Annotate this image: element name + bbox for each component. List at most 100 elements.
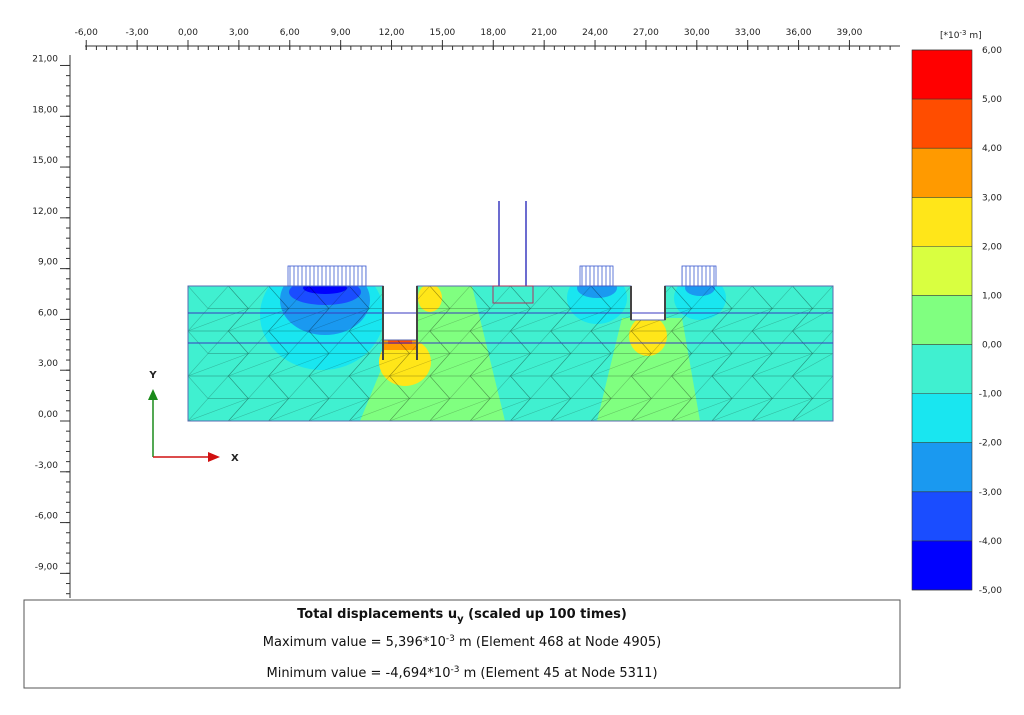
mesh-element [509,330,572,354]
contour-red [388,340,412,344]
unit-exp: -3 [959,29,966,37]
mesh-element [550,286,612,309]
axis-glyph-x: X [231,453,239,464]
legend-label: 4,00 [982,144,1002,154]
contour-blue [685,286,715,296]
y-tick-label: 15,00 [32,156,58,166]
legend-swatch [912,99,972,149]
y-tick-label: -6,00 [35,512,59,522]
y-tick-label: -3,00 [35,461,59,471]
mesh-element [631,353,692,377]
load [579,265,614,287]
mesh-element [429,398,491,421]
x-tick-label: 18,00 [480,28,506,38]
contour-field [188,286,833,421]
x-tick-label: 27,00 [633,28,659,38]
contour-yellow [418,286,442,312]
y-tick-label: 18,00 [32,105,58,115]
mesh-element [590,330,652,354]
legend-label: -3,00 [979,488,1003,498]
legend-swatch [912,540,972,590]
mesh-element [509,375,572,399]
mesh-element [631,398,692,421]
mesh-element [188,375,249,399]
mesh-element [188,330,249,354]
mesh-element [510,398,571,421]
legend-label: 0,00 [982,341,1002,351]
mesh-element [630,330,693,354]
legend-swatch [912,295,972,345]
legend-label: 5,00 [982,95,1002,105]
x-arrowhead [208,452,220,462]
legend-swatch [912,246,972,296]
mesh-element [509,286,572,309]
legend-label: -1,00 [979,390,1003,400]
legend-label: 6,00 [982,46,1002,56]
foundation [492,285,534,304]
mesh-element [510,308,571,332]
mesh-element [348,398,410,421]
mesh-element [711,353,773,377]
mesh-element [429,308,491,332]
mesh-element [550,353,612,377]
y-tick-label: 21,00 [32,54,58,64]
mesh-element [348,375,411,399]
min-exp: -3 [450,665,459,675]
x-tick-label: 33,00 [735,28,761,38]
legend-swatch [912,50,972,100]
x-tick-label: 0,00 [178,28,198,38]
legend-label: -5,00 [979,586,1003,596]
mesh-element [188,353,249,377]
legend-label: 2,00 [982,242,1002,252]
legend-label: -4,00 [979,537,1003,547]
y-tick-label: -9,00 [35,562,59,572]
mesh-element [751,286,814,309]
y-tick-label: 0,00 [38,410,58,420]
mesh-element [267,286,330,309]
max-rest: m (Element 468 at Node 4905) [455,635,661,650]
mesh-element [228,308,289,332]
mesh-element [671,398,733,421]
mesh-element [670,330,733,354]
mesh-element [308,308,370,332]
mesh-element [308,398,370,421]
x-tick-label: -3,00 [125,28,149,38]
legend-swatch [912,197,972,247]
title-main: Total displacements u [297,607,457,622]
load [287,265,367,287]
mesh-element [550,308,612,332]
title-sub: y [457,614,464,625]
y-arrowhead [148,389,158,400]
mesh-element [348,353,410,377]
mesh-element [510,353,571,377]
mesh-element [670,286,733,309]
mesh-element [550,330,612,354]
mesh-element [267,330,330,354]
mesh-element [388,375,451,399]
mesh-element [711,375,773,399]
caption-max: Maximum value = 5,396*10-3 m (Element 46… [263,634,661,650]
mesh-element [429,330,491,354]
mesh-element [308,375,370,399]
legend-unit: [*10-3 m] [940,29,982,41]
title-rest: (scaled up 100 times) [464,607,627,622]
mesh-element [227,330,290,354]
mesh [188,286,833,421]
mesh-element [429,286,491,309]
mesh-element [751,398,813,421]
contour-blue [577,286,617,298]
y-tick-label: 9,00 [38,258,58,268]
x-tick-label: -6,00 [75,28,99,38]
max-main: Maximum value = 5,396*10 [263,635,446,650]
x-tick-label: 12,00 [379,28,405,38]
mesh-element [469,353,531,377]
mesh-element [751,375,814,399]
mesh-element [671,353,733,377]
legend-swatch [912,393,972,443]
min-rest: m (Element 45 at Node 5311) [459,666,657,681]
caption-box [23,599,901,689]
y-tick-label: 12,00 [32,207,58,217]
mesh-element [590,398,652,421]
